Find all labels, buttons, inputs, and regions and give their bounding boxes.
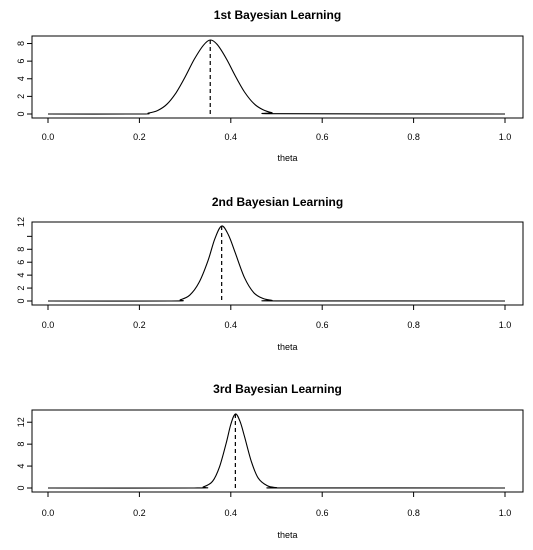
- x-tick-label: 0.6: [316, 508, 329, 518]
- y-tick-label: 6: [16, 260, 26, 265]
- x-tick-label: 0.8: [407, 508, 420, 518]
- y-tick-label: 8: [16, 247, 26, 252]
- y-tick-label: 4: [16, 76, 26, 81]
- y-tick-label: 2: [16, 286, 26, 291]
- y-tick-label: 0: [16, 111, 26, 116]
- chart-title: 2nd Bayesian Learning: [212, 195, 343, 209]
- y-tick-label: 12: [16, 217, 26, 227]
- chart-title: 3rd Bayesian Learning: [213, 382, 342, 396]
- y-tick-label: 8: [16, 442, 26, 447]
- x-tick-label: 0.2: [133, 508, 146, 518]
- x-tick-label: 0.0: [42, 320, 55, 330]
- x-axis-label: theta: [277, 153, 297, 163]
- chart-title: 1st Bayesian Learning: [214, 8, 341, 22]
- x-tick-label: 0.4: [225, 132, 238, 142]
- x-tick-label: 0.4: [225, 320, 238, 330]
- chart-panel-3: 3rd Bayesian Learning 0.0 0.2 0.4 0.6 0.8 1.0 0…: [16, 382, 524, 540]
- density-curve: [47, 225, 506, 302]
- y-tick-label: 6: [16, 59, 26, 64]
- plot-frame: [31, 409, 524, 493]
- x-tick-label: 0.6: [316, 132, 329, 142]
- density-curve: [47, 39, 506, 115]
- y-tick-label: 4: [16, 464, 26, 469]
- x-tick-label: 0.2: [133, 320, 146, 330]
- x-tick-label: 0.4: [225, 508, 238, 518]
- y-tick-label: 12: [16, 417, 26, 427]
- y-tick-label: 2: [16, 94, 26, 99]
- y-tick-label: 0: [16, 485, 26, 490]
- x-tick-label: 0.8: [407, 132, 420, 142]
- y-tick-label: 4: [16, 273, 26, 278]
- chart-panel-1: 1st Bayesian Learning 0.0 0.2 0.4 0.6 0.8 1.0 0…: [16, 8, 524, 163]
- x-axis-label: theta: [277, 530, 297, 540]
- x-tick-label: 1.0: [499, 508, 512, 518]
- y-tick-label: 8: [16, 41, 26, 46]
- x-tick-label: 0.0: [42, 508, 55, 518]
- chart-panel-2: 2nd Bayesian Learning 0.0 0.2 0.4 0.6 0.8 1.0 0…: [16, 195, 524, 352]
- x-tick-label: 1.0: [499, 320, 512, 330]
- y-tick-label: 0: [16, 298, 26, 303]
- x-tick-label: 0.8: [407, 320, 420, 330]
- x-tick-label: 0.0: [42, 132, 55, 142]
- x-tick-label: 0.2: [133, 132, 146, 142]
- plot-frame: [31, 221, 524, 306]
- density-curve: [47, 413, 506, 489]
- x-axis-label: theta: [277, 342, 297, 352]
- plot-frame: [31, 35, 524, 119]
- x-tick-label: 0.6: [316, 320, 329, 330]
- x-tick-label: 1.0: [499, 132, 512, 142]
